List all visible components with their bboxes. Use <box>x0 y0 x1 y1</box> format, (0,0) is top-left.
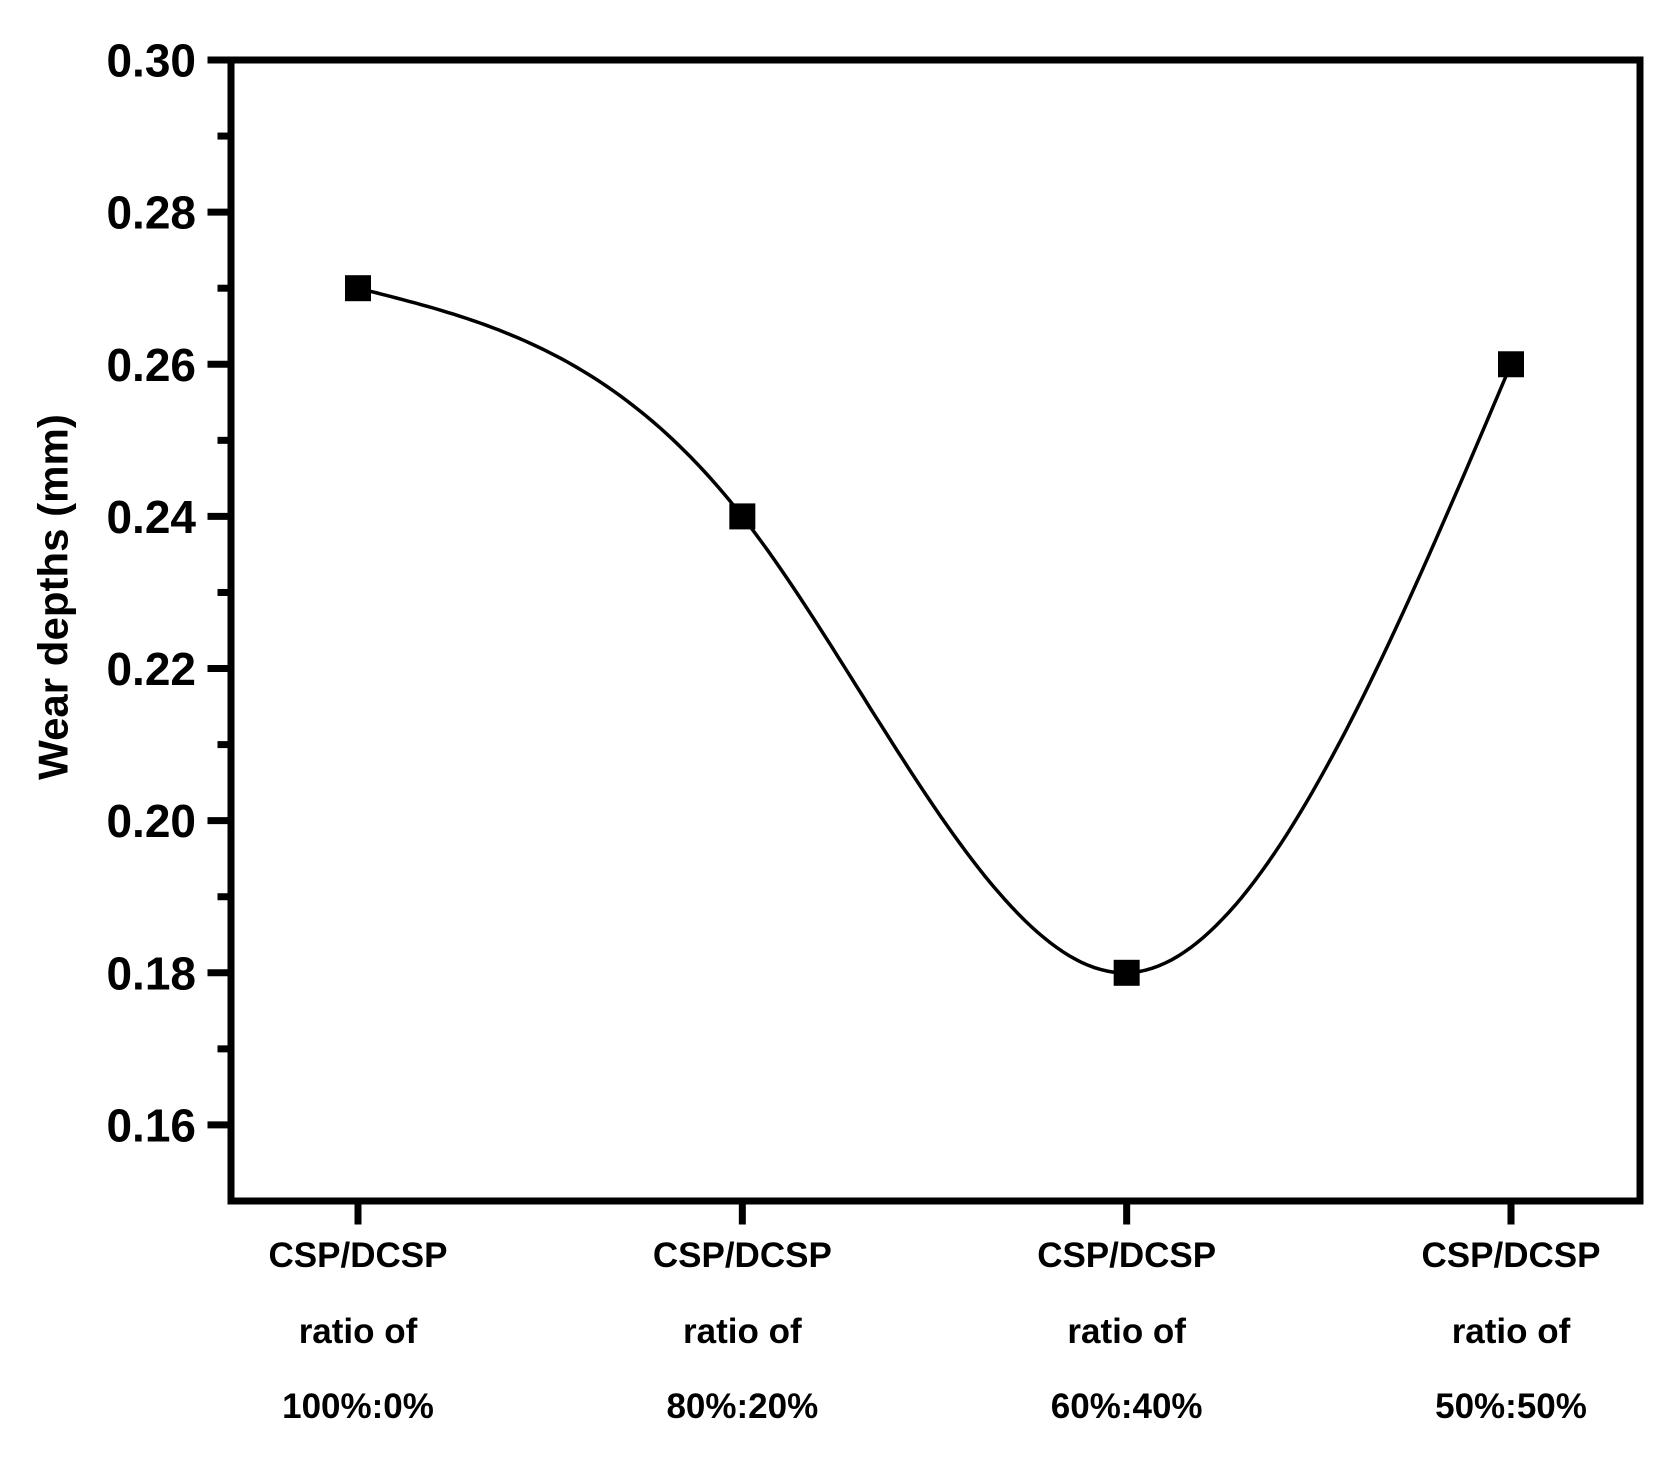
x-category-label: ratio of <box>683 1312 802 1351</box>
x-category-label: 50%:50% <box>1435 1387 1587 1426</box>
x-category-label: 60%:40% <box>1051 1387 1203 1426</box>
spline-curve <box>357 286 1513 975</box>
y-tick-label: 0.22 <box>106 643 196 695</box>
data-point-marker <box>1498 351 1524 378</box>
x-category-label: CSP/DCSP <box>653 1236 832 1275</box>
x-category-label: CSP/DCSP <box>1422 1236 1601 1275</box>
y-tick-label: 0.26 <box>106 339 196 391</box>
x-category-label: 100%:0% <box>282 1387 434 1426</box>
data-point-marker <box>345 275 371 302</box>
data-point-marker <box>1113 959 1140 986</box>
x-category-label: ratio of <box>1452 1312 1571 1351</box>
x-category-label: ratio of <box>299 1312 418 1351</box>
plot-frame <box>227 56 1644 1205</box>
x-category-label: 80%:20% <box>666 1387 818 1426</box>
y-axis-title: Wear depths (mm) <box>30 414 77 780</box>
y-tick-label: 0.28 <box>106 187 196 239</box>
y-tick-label: 0.30 <box>106 35 196 87</box>
y-tick-label: 0.16 <box>106 1099 196 1151</box>
y-tick-label: 0.20 <box>106 795 196 847</box>
y-tick-label: 0.24 <box>106 491 196 543</box>
data-point-marker <box>729 503 756 530</box>
y-tick-label: 0.18 <box>106 947 196 999</box>
x-category-label: CSP/DCSP <box>269 1236 448 1275</box>
x-category-label: ratio of <box>1067 1312 1186 1351</box>
x-category-label: CSP/DCSP <box>1037 1236 1216 1275</box>
